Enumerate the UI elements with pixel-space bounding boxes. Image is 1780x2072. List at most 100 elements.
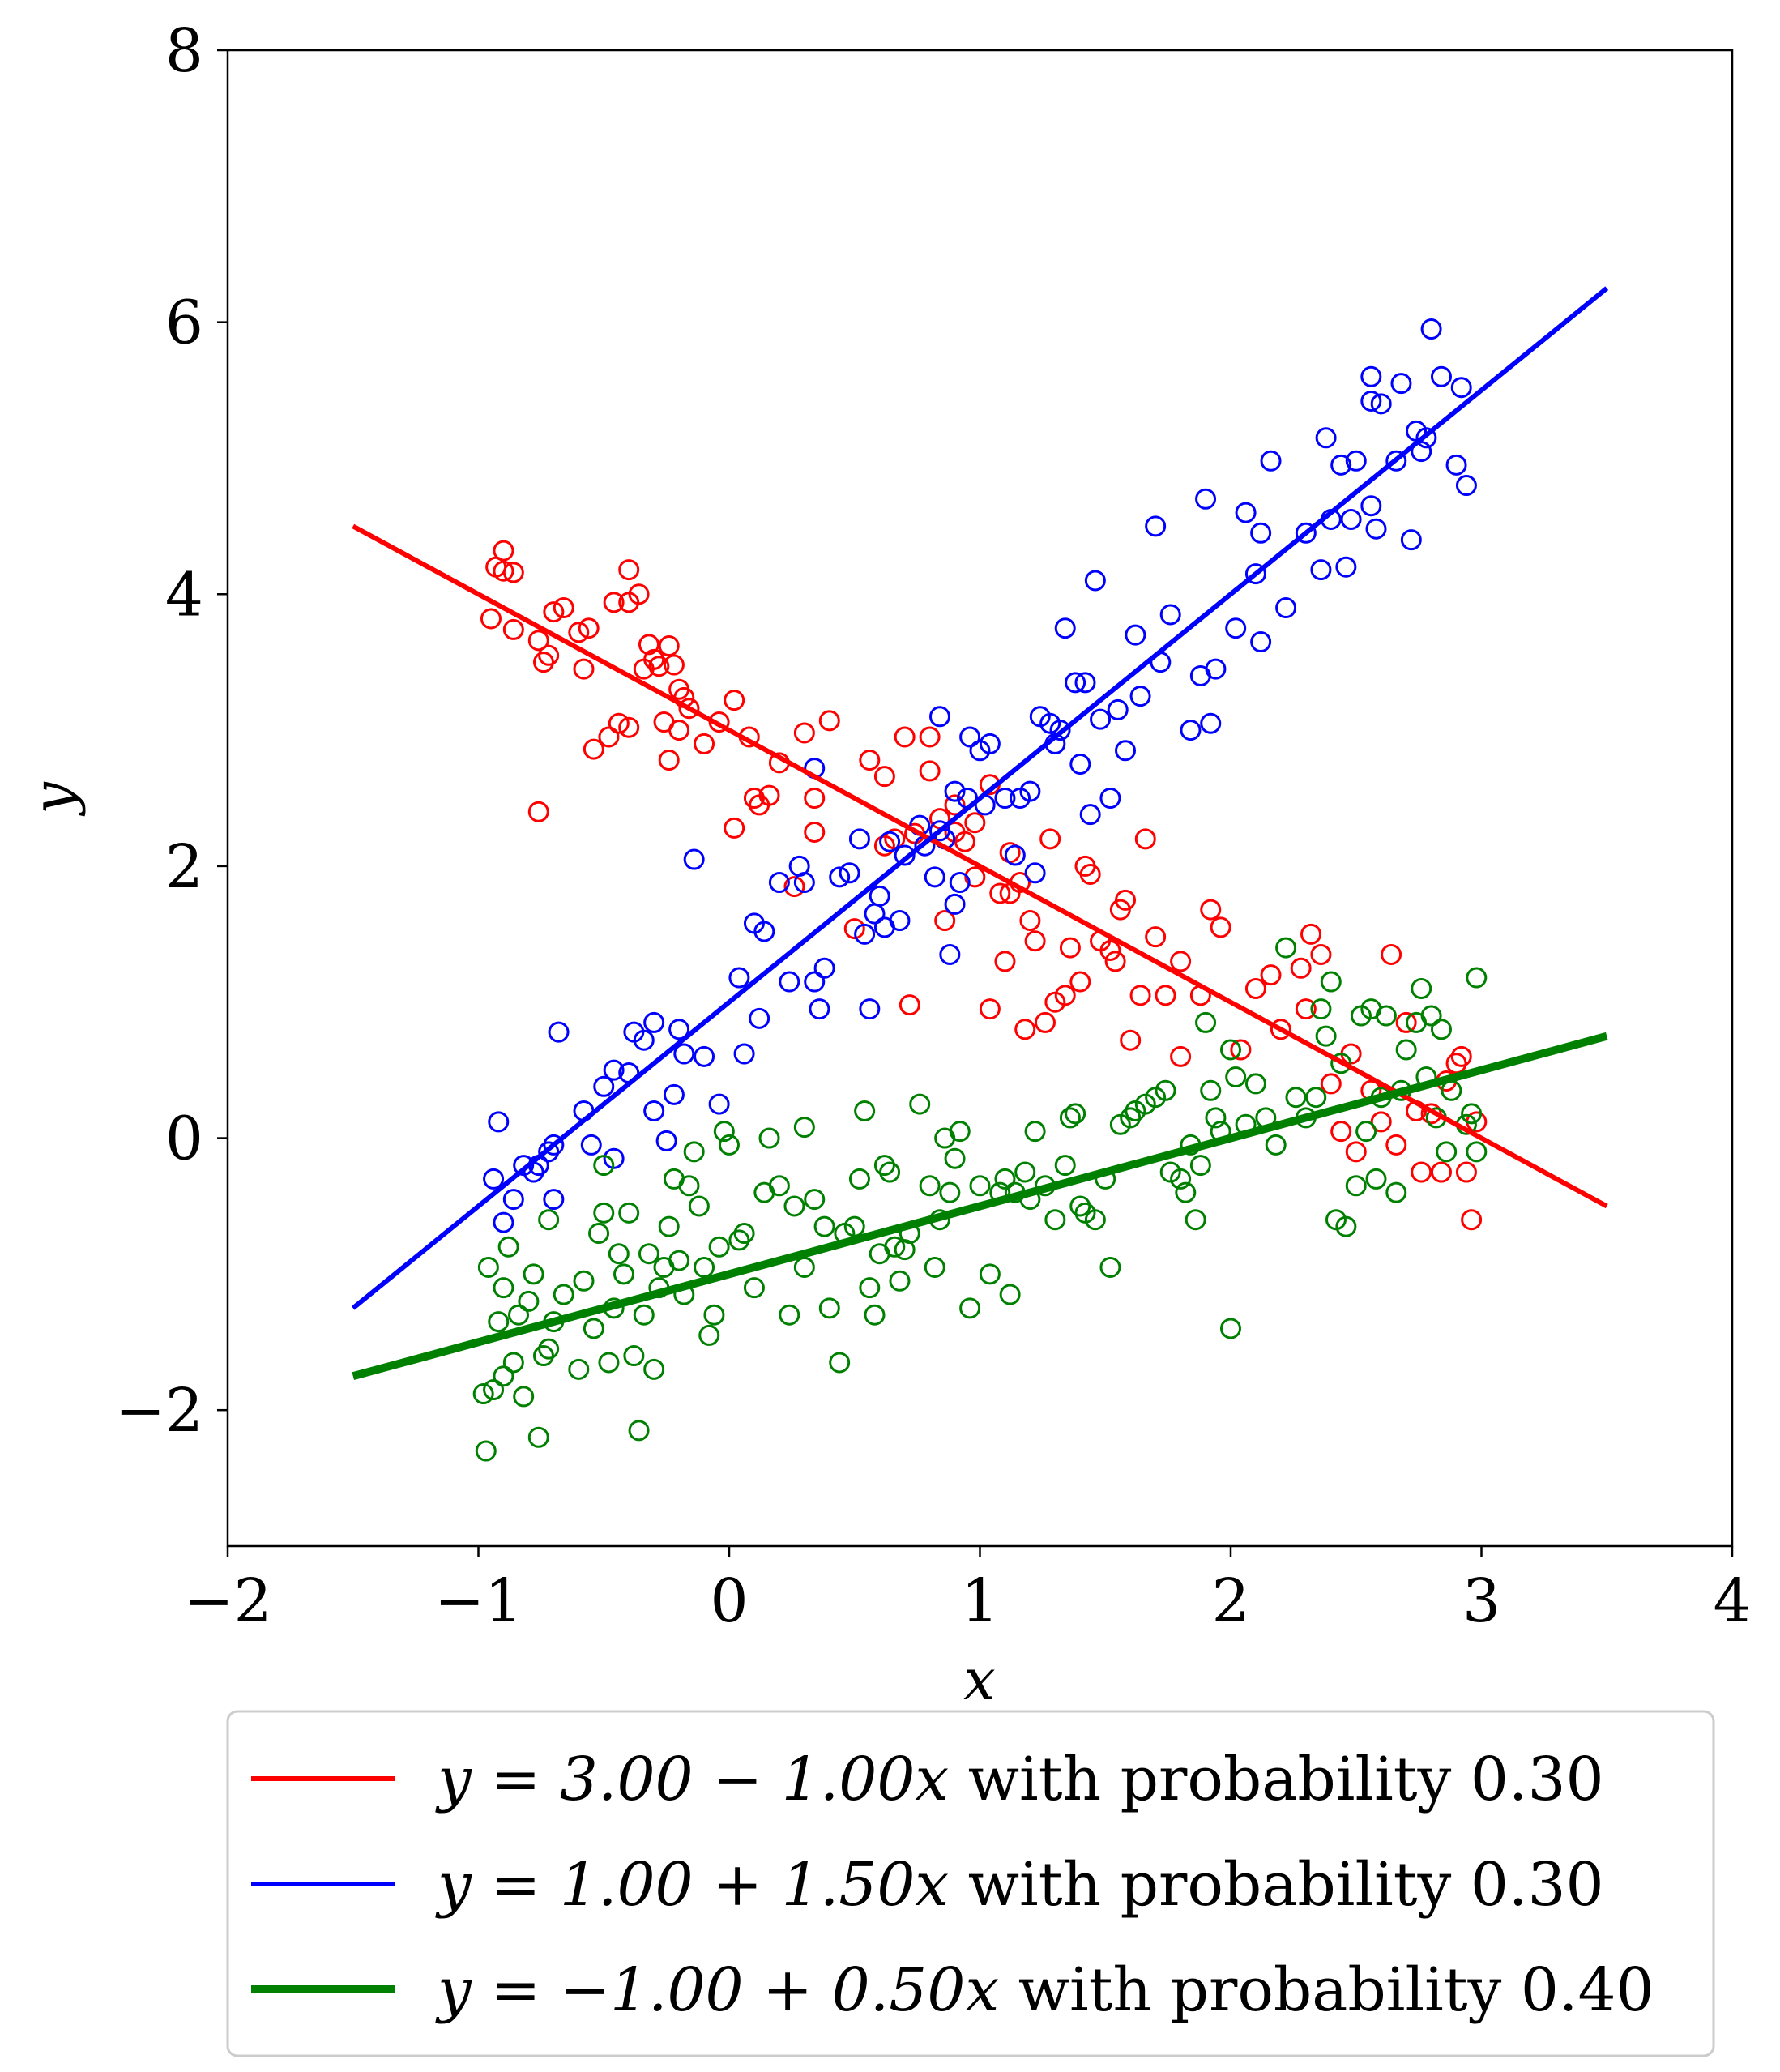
blue-data-point [733,1043,755,1065]
red-data-point [994,951,1016,972]
green-data-point [1466,1141,1488,1163]
red-data-point [899,994,920,1016]
red-data-point [1260,964,1282,986]
blue-data-point [728,967,750,989]
green-data-point [1220,1318,1241,1339]
green-data-point [493,1365,514,1387]
green-data-point [678,1175,700,1197]
x-tick-label: 3 [1462,1566,1500,1636]
green-data-point [638,1243,659,1265]
red-data-point [1430,1161,1452,1183]
legend: y = 3.00 − 1.00x with probability 0.30 y … [226,1710,1715,2057]
blue-data-point [1345,450,1367,472]
green-data-point [527,1426,549,1448]
green-data-point [477,1256,499,1278]
red-data-point [578,617,600,639]
red-data-point [1290,957,1312,979]
blue-data-point [768,872,790,894]
blue-data-point [1099,788,1121,809]
red-data-point [919,726,941,748]
green-data-point [623,1345,645,1367]
blue-data-point [779,971,800,993]
green-data-point [1385,1181,1407,1203]
blue-data-point [1310,559,1332,581]
green-data-point [1395,1039,1417,1061]
green-data-point [1220,1039,1241,1061]
green-data-point [1205,1107,1227,1129]
red-data-point [502,618,524,640]
red-data-point [804,788,826,809]
green-data-point [568,1358,590,1380]
blue-data-point [793,872,815,894]
red-data-point [1170,951,1192,972]
green-data-point [643,1358,665,1380]
blue-data-point [1084,570,1106,592]
green-regression-line [352,1032,1608,1381]
red-data-point [1129,985,1151,1006]
green-data-point [1189,1155,1211,1177]
green-data-point [1430,1019,1452,1040]
green-data-point [1024,1121,1046,1143]
blue-data-point [708,1093,730,1115]
red-data-point [873,766,895,788]
green-data-point [583,1318,604,1339]
blue-data-point [493,1211,514,1233]
x-tick-label: −2 [183,1566,271,1636]
green-data-point [658,1215,680,1237]
green-data-point [1365,1168,1387,1190]
green-data-point [513,1386,535,1408]
red-data-point [793,722,815,744]
green-data-point [873,1155,895,1177]
green-data-point [829,1352,851,1374]
red-data-point [1039,828,1061,850]
red-data-point [1385,1134,1407,1156]
red-data-point [743,788,765,809]
red-data-point [1069,971,1091,993]
blue-data-point [633,1029,655,1051]
green-data-point [502,1352,524,1374]
x-tick-label: 2 [1211,1566,1249,1636]
blue-data-point [979,733,1001,754]
red-legend-label: y = 3.00 − 1.00x with probability 0.30 [435,1745,1604,1814]
red-data-point [1034,1011,1056,1033]
red-data-point [568,622,590,643]
green-data-point [518,1290,540,1312]
green-data-point [668,1250,690,1271]
blue-data-point [1019,780,1041,802]
green-data-point [1059,1107,1081,1129]
green-data-point [1200,1079,1222,1101]
red-data-point [859,750,881,771]
green-data-point [1185,1209,1206,1231]
red-data-point [583,738,604,760]
green-data-point [813,1215,835,1237]
green-data-point [779,1304,800,1326]
blue-data-point [502,1189,524,1211]
green-data-point [884,1236,906,1258]
green-data-point [1375,1005,1397,1027]
red-data-point [1079,863,1101,885]
green-data-point [939,1181,961,1203]
red-data-point [894,726,916,748]
green-data-point [1320,971,1342,993]
blue-data-point [1115,740,1137,762]
blue-data-point [1125,624,1146,646]
red-data-point [480,608,502,630]
red-data-point [678,698,700,720]
blue-data-point [1295,522,1317,544]
blue-data-point [894,844,916,866]
blue-data-point [663,1083,685,1105]
red-data-point [1244,977,1266,999]
green-data-point [999,1284,1021,1305]
green-data-point [859,1277,881,1299]
fit-lines [351,286,1609,1381]
red-data-point [724,817,745,839]
red-data-point [1445,1053,1467,1074]
blue-data-point [959,726,981,748]
green-data-point [698,1324,720,1346]
red-data-point [1461,1209,1483,1231]
blue-data-point [655,1130,677,1151]
blue-data-point [1360,365,1382,387]
green-data-point [1054,1155,1076,1177]
red-data-point [1330,1121,1352,1143]
red-data-point [608,712,630,734]
